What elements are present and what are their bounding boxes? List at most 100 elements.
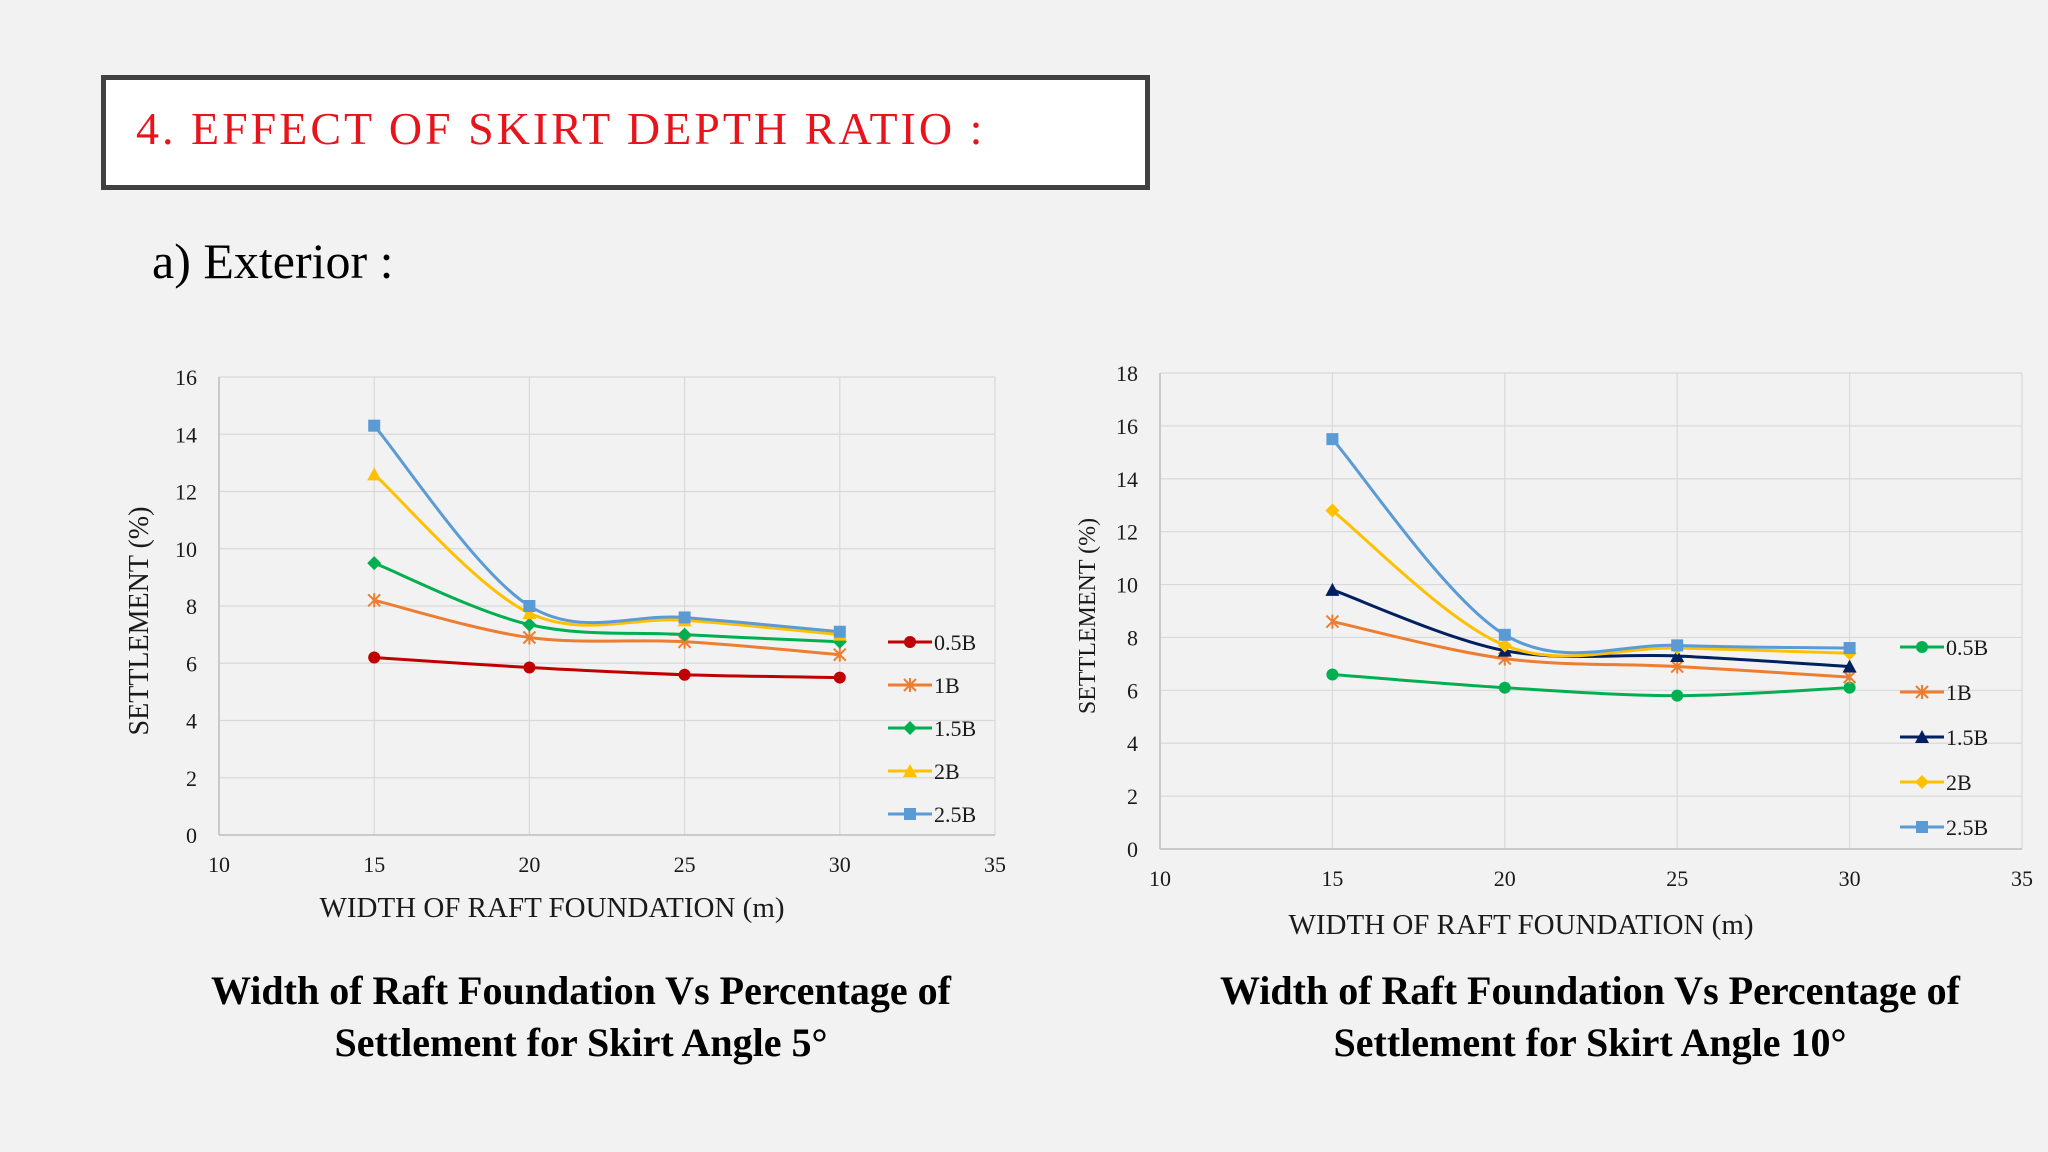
- chart-1-ytick-label: 4: [1127, 731, 1138, 756]
- chart-0-legend-label: 1B: [934, 673, 960, 698]
- chart-caption-angle-10-line1: Width of Raft Foundation Vs Percentage o…: [1220, 968, 1960, 1013]
- chart-1-point-2.5B: [1843, 642, 1856, 655]
- chart-1-ytick-label: 2: [1127, 784, 1138, 809]
- chart-0-legend-label: 0.5B: [934, 630, 976, 655]
- chart-0-xtick-label: 20: [518, 852, 540, 877]
- chart-0-series-line-1B: [373, 598, 840, 657]
- chart-1-series-line-1B: [1332, 620, 1850, 679]
- chart-1-ytick-label: 12: [1116, 520, 1138, 545]
- chart-0-point-2.5B: [833, 625, 846, 638]
- chart-caption-angle-10: Width of Raft Foundation Vs Percentage o…: [1140, 965, 2040, 1069]
- chart-0-point-1.5B: [677, 627, 692, 642]
- chart-1-xtick-label: 15: [1321, 866, 1343, 891]
- chart-0-legend-label: 2B: [934, 759, 960, 784]
- chart-1-ytick-label: 0: [1127, 837, 1138, 862]
- chart-1-y-axis-label: SETTLEMENT (%): [1075, 518, 1101, 714]
- chart-1-ytick-label: 14: [1116, 467, 1138, 492]
- chart-0-series-line-1.5B: [373, 561, 840, 644]
- chart-1-ytick-label: 8: [1127, 625, 1138, 650]
- chart-0-point-2B: [522, 606, 537, 620]
- chart-0-legend-marker-2B: [903, 764, 917, 777]
- chart-1-ytick-label: 10: [1116, 573, 1138, 598]
- chart-0-point-1B: [522, 630, 537, 645]
- chart-0-ytick-label: 10: [175, 537, 197, 562]
- chart-0-legend-label: 2.5B: [934, 802, 976, 827]
- chart-caption-angle-5: Width of Raft Foundation Vs Percentage o…: [131, 965, 1031, 1069]
- chart-1-point-0.5B: [1326, 668, 1339, 681]
- chart-1-xtick-label: 10: [1149, 866, 1171, 891]
- chart-caption-angle-10-line2: Settlement for Skirt Angle 10°: [1333, 1020, 1847, 1065]
- chart-0-legend-marker-0.5B: [904, 636, 916, 648]
- chart-0-xtick-label: 35: [984, 852, 1006, 877]
- chart-0-xtick-label: 10: [208, 852, 230, 877]
- chart-1-xtick-label: 20: [1494, 866, 1516, 891]
- chart-0-point-2.5B: [523, 600, 536, 612]
- chart-0-point-0.5B: [523, 661, 536, 674]
- chart-1-legend-marker-1B: [1915, 685, 1929, 699]
- chart-1-point-1.5B: [1325, 582, 1340, 596]
- chart-1-legend-marker-0.5B: [1916, 641, 1928, 653]
- chart-0-ytick-label: 0: [186, 823, 197, 848]
- chart-0-ytick-label: 4: [186, 709, 197, 734]
- section-heading: 4. EFFECT OF SKIRT DEPTH RATIO :: [136, 103, 986, 154]
- chart-0-series-line-2.5B: [373, 424, 840, 634]
- chart-1-ytick-label: 16: [1116, 414, 1138, 439]
- chart-0-point-0.5B: [368, 651, 381, 664]
- chart-1-legend-label: 1B: [1946, 680, 1972, 705]
- chart-1-xtick-label: 30: [1839, 866, 1861, 891]
- chart-1-point-1B: [1325, 614, 1340, 629]
- chart-1-point-2.5B: [1498, 628, 1511, 641]
- chart-0-series-line-0.5B: [374, 656, 840, 680]
- chart-0-point-1.5B: [522, 617, 537, 632]
- chart-0-xtick-label: 25: [674, 852, 696, 877]
- chart-0-point-1B: [833, 647, 847, 662]
- chart-0-ytick-label: 16: [175, 365, 197, 390]
- subheading: a) Exterior :: [152, 233, 394, 289]
- chart-1-legend-label: 2.5B: [1946, 815, 1988, 840]
- chart-1-point-1.5B: [1670, 648, 1685, 662]
- chart-1-xtick-label: 25: [1666, 866, 1688, 891]
- chart-1-legend-marker-2B: [1915, 775, 1929, 789]
- chart-1-group: 0 2 4 6 8 10 12 14 16 18 10 15 20 25 30 35 WIDTH OF RAFT…: [1075, 361, 2033, 941]
- chart-0-group: 0 2 4 6 8 10 12 14 16 10 15 20 25 30 35 WIDTH OF RAFT F…: [124, 365, 1006, 924]
- chart-0-xtick-label: 30: [829, 852, 851, 877]
- chart-1-x-axis-label: WIDTH OF RAFT FOUNDATION (m): [1288, 909, 1753, 941]
- chart-caption-angle-5-line2: Settlement for Skirt Angle 5°: [334, 1020, 828, 1065]
- chart-1-point-0.5B: [1843, 681, 1856, 694]
- chart-0-point-2.5B: [678, 611, 691, 624]
- chart-0-point-1B: [367, 593, 381, 608]
- chart-1-series-line-0.5B: [1332, 672, 1850, 698]
- chart-1-series-line-1.5B: [1331, 588, 1850, 669]
- chart-0-ytick-label: 12: [175, 480, 197, 505]
- chart-0-ytick-label: 6: [186, 651, 197, 676]
- chart-0-legend-marker-1B: [903, 678, 917, 692]
- chart-1-legend-label: 2B: [1946, 770, 1972, 795]
- chart-1-point-2B: [1325, 503, 1340, 518]
- chart-0-point-1.5B: [367, 556, 382, 571]
- chart-1-legend-marker-2.5B: [1916, 821, 1928, 833]
- chart-1-xtick-label: 35: [2011, 866, 2033, 891]
- chart-1-plot-area: [1160, 373, 2022, 849]
- chart-caption-angle-5-line1: Width of Raft Foundation Vs Percentage o…: [211, 968, 951, 1013]
- chart-1-point-1.5B: [1842, 659, 1857, 673]
- chart-1-ytick-label: 6: [1127, 678, 1138, 703]
- chart-1-legend-marker-1.5B: [1915, 730, 1929, 743]
- chart-0-point-2B: [367, 467, 382, 481]
- chart-0-xtick-label: 15: [363, 852, 385, 877]
- chart-0-y-axis-label: SETTLEMENT (%): [124, 507, 155, 736]
- section-heading-box: 4. EFFECT OF SKIRT DEPTH RATIO :: [101, 75, 1150, 190]
- chart-0-legend-marker-2.5B: [904, 808, 916, 820]
- chart-0-series-line-2B: [373, 473, 840, 637]
- chart-1-ytick-label: 18: [1116, 361, 1138, 386]
- chart-0-x-axis-label: WIDTH OF RAFT FOUNDATION (m): [319, 892, 784, 924]
- chart-0-legend-marker-1.5B: [903, 721, 917, 735]
- chart-1-point-2.5B: [1326, 433, 1339, 446]
- chart-0-point-0.5B: [833, 671, 846, 684]
- chart-0-ytick-label: 14: [175, 422, 197, 447]
- chart-1-legend-label: 0.5B: [1946, 635, 1988, 660]
- chart-1-point-0.5B: [1671, 689, 1684, 702]
- chart-0-ytick-label: 8: [186, 594, 197, 619]
- chart-1-series-line-2B: [1331, 509, 1850, 658]
- chart-1-series-line-2.5B: [1331, 438, 1850, 655]
